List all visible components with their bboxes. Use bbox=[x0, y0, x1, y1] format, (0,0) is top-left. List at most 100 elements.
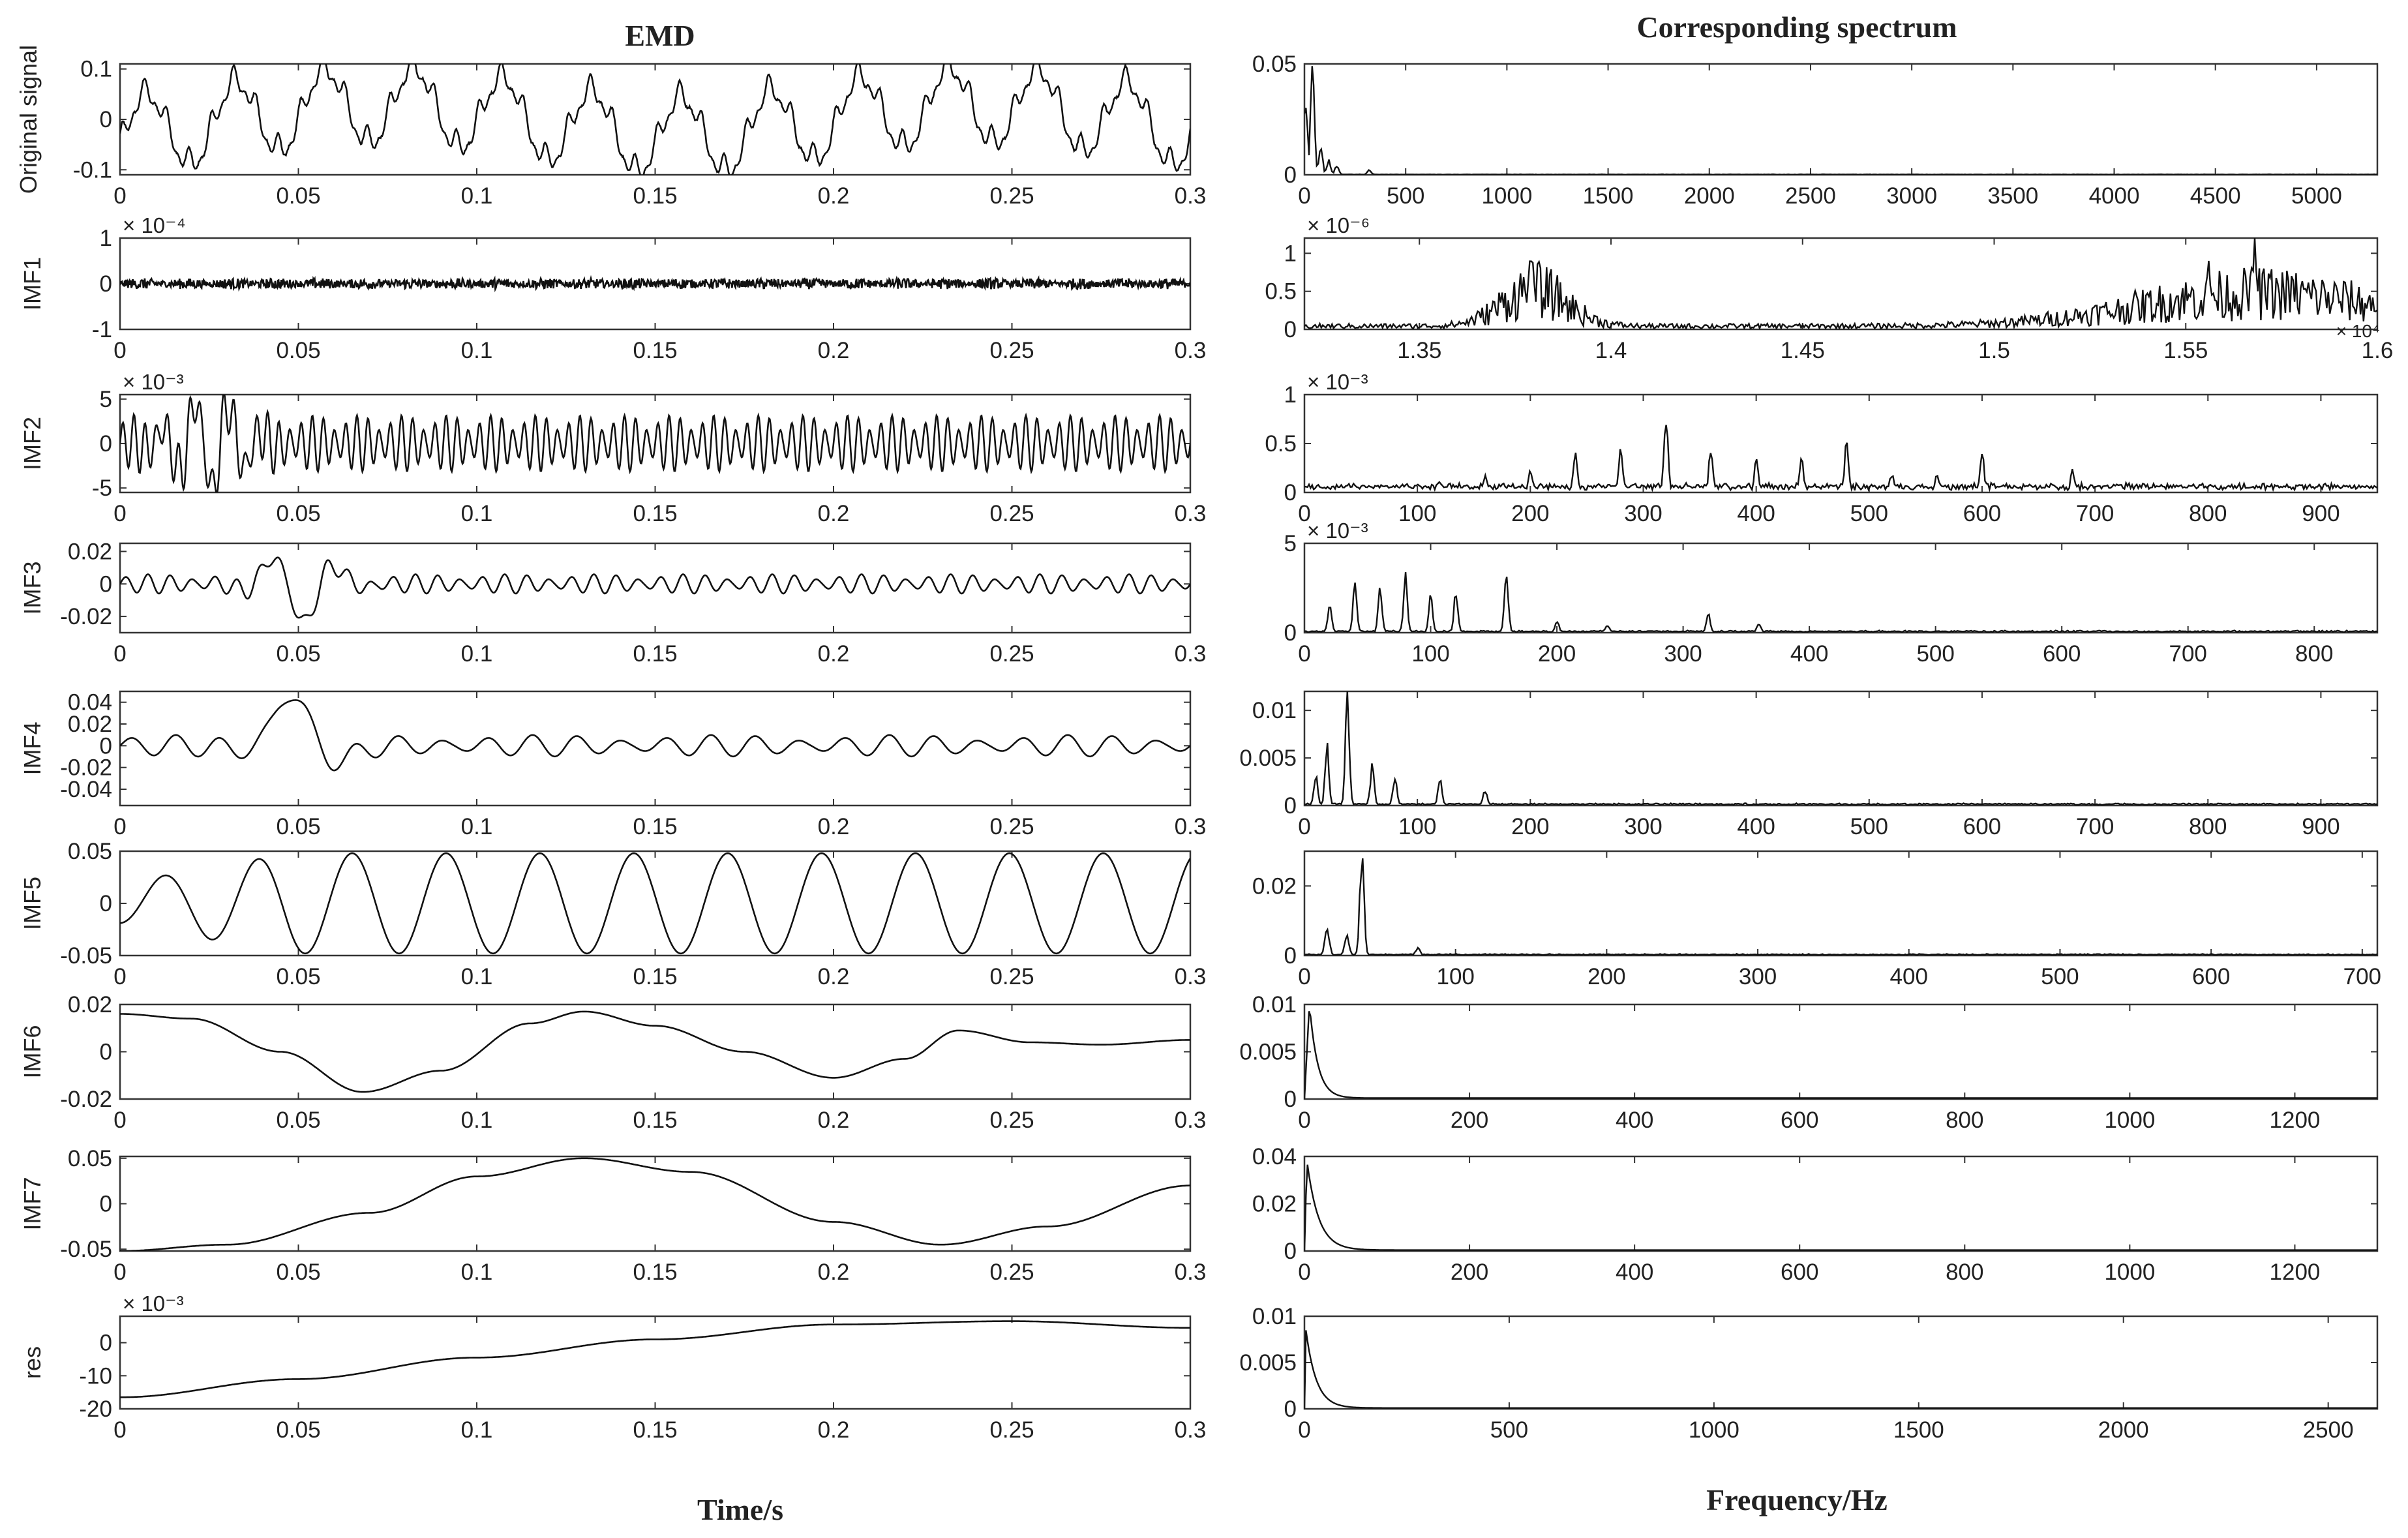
y-exponent-label: × 10⁻⁶ bbox=[1307, 213, 1370, 237]
x-tick-label: 800 bbox=[1946, 1108, 1983, 1133]
y-axis-label: IMF5 bbox=[19, 877, 46, 930]
x-tick-label: 0 bbox=[1298, 964, 1310, 989]
y-tick-label: 0.1 bbox=[80, 57, 112, 82]
y-tick-label: 0 bbox=[1284, 943, 1297, 969]
y-axis-label: IMF3 bbox=[19, 561, 46, 614]
x-tick-label: 0.25 bbox=[989, 183, 1034, 209]
x-tick-label: 1000 bbox=[2104, 1259, 2155, 1285]
x-tick-label: 0.15 bbox=[633, 1108, 677, 1133]
y-tick-label: 0.04 bbox=[68, 690, 112, 716]
y-tick-label: -10 bbox=[79, 1363, 112, 1389]
y-tick-label: 0 bbox=[100, 891, 112, 916]
x-tick-label: 0.1 bbox=[461, 501, 493, 526]
x-tick-label: 0.3 bbox=[1175, 1417, 1207, 1443]
x-tick-label: 0 bbox=[113, 814, 126, 839]
series-line bbox=[1304, 572, 2377, 633]
x-tick-label: 0 bbox=[113, 641, 126, 667]
y-tick-label: 0 bbox=[1284, 162, 1297, 188]
y-axis-label: IMF4 bbox=[19, 721, 46, 775]
x-tick-label: 700 bbox=[2076, 501, 2114, 526]
x-tick-label: 100 bbox=[1398, 814, 1436, 839]
x-tick-label: 600 bbox=[1781, 1259, 1818, 1285]
series-line bbox=[120, 64, 1190, 175]
y-tick-label: -0.02 bbox=[60, 1087, 112, 1112]
series-line bbox=[120, 852, 1190, 955]
x-tick-label: 0.1 bbox=[461, 1259, 493, 1285]
y-tick-label: -0.04 bbox=[60, 777, 112, 802]
x-tick-label: 2000 bbox=[2098, 1417, 2149, 1443]
axes-frame bbox=[1303, 63, 2379, 176]
y-tick-label: 1 bbox=[1284, 382, 1297, 408]
y-tick-label: 0 bbox=[1284, 620, 1297, 646]
x-tick-label: 0 bbox=[1298, 501, 1310, 526]
x-tick-label: 0.2 bbox=[818, 814, 850, 839]
axes-frame bbox=[1303, 850, 2379, 957]
x-tick-label: 0 bbox=[113, 964, 126, 989]
y-tick-label: 0.01 bbox=[1252, 698, 1297, 723]
y-tick-label: 0.01 bbox=[1252, 1304, 1297, 1329]
x-tick-label: 1.55 bbox=[2163, 338, 2208, 363]
series-line bbox=[120, 395, 1190, 492]
x-tick-label: 0.15 bbox=[633, 1417, 677, 1443]
y-exponent-label: × 10⁻³ bbox=[1307, 370, 1368, 394]
y-tick-label: 0 bbox=[1284, 1087, 1297, 1112]
x-tick-label: 0.1 bbox=[461, 1108, 493, 1133]
x-tick-label: 900 bbox=[2302, 814, 2340, 839]
x-tick-label: 300 bbox=[1739, 964, 1777, 989]
y-tick-label: 0 bbox=[1284, 1396, 1297, 1422]
x-tick-label: 100 bbox=[1411, 641, 1449, 667]
axes-frame bbox=[1303, 1315, 2379, 1410]
y-tick-label: 5 bbox=[100, 387, 112, 412]
x-tick-label: 0.05 bbox=[276, 641, 320, 667]
x-tick-label: 0.05 bbox=[276, 964, 320, 989]
x-tick-label: 0.25 bbox=[989, 338, 1034, 363]
x-tick-label: 700 bbox=[2169, 641, 2207, 667]
x-tick-label: 900 bbox=[2302, 501, 2340, 526]
x-tick-label: 2500 bbox=[1785, 183, 1836, 209]
y-tick-label: 0.005 bbox=[1239, 1040, 1297, 1065]
x-tick-label: 0.15 bbox=[633, 501, 677, 526]
x-tick-label: 0 bbox=[113, 1108, 126, 1133]
series-line bbox=[120, 1010, 1190, 1093]
x-tick-label: 700 bbox=[2076, 814, 2114, 839]
x-tick-label: 0 bbox=[113, 501, 126, 526]
y-axis-label: Original signal bbox=[15, 45, 42, 194]
x-tick-label: 1.5 bbox=[1978, 338, 2010, 363]
x-tick-label: 0.2 bbox=[818, 183, 850, 209]
y-tick-label: 0.02 bbox=[68, 539, 112, 564]
y-tick-label: -0.1 bbox=[73, 157, 112, 183]
y-tick-label: -1 bbox=[92, 317, 112, 342]
x-tick-label: 0.25 bbox=[989, 964, 1034, 989]
x-tick-label: 400 bbox=[1616, 1259, 1653, 1285]
y-axis-label: IMF6 bbox=[19, 1025, 46, 1078]
y-tick-label: -0.02 bbox=[60, 755, 112, 781]
x-tick-label: 500 bbox=[1490, 1417, 1528, 1443]
x-tick-label: 0.05 bbox=[276, 183, 320, 209]
y-tick-label: 1 bbox=[100, 226, 112, 251]
axes-frame bbox=[1303, 237, 2379, 331]
x-tick-label: 0.3 bbox=[1175, 338, 1207, 363]
x-tick-label: 0.25 bbox=[989, 501, 1034, 526]
y-exponent-label: × 10⁻⁴ bbox=[123, 213, 186, 237]
y-tick-label: 0 bbox=[100, 733, 112, 759]
x-exponent-label: × 10⁴ bbox=[2336, 321, 2380, 341]
x-tick-label: 0.15 bbox=[633, 1259, 677, 1285]
x-tick-label: 200 bbox=[1538, 641, 1576, 667]
x-tick-label: 0.3 bbox=[1175, 1108, 1207, 1133]
x-tick-label: 0.05 bbox=[276, 814, 320, 839]
series-line bbox=[1304, 425, 2377, 492]
x-tick-label: 0.1 bbox=[461, 964, 493, 989]
y-tick-label: 0.05 bbox=[1252, 52, 1297, 77]
axes-frame bbox=[119, 1003, 1192, 1100]
series-line bbox=[1304, 858, 2377, 956]
left-x-axis-label: Time/s bbox=[697, 1493, 783, 1526]
x-tick-label: 0 bbox=[1298, 1417, 1310, 1443]
subplot-spectrum-5: 0 100 200 300 400 500 600 700 0 0.02 bbox=[1252, 850, 2381, 989]
x-tick-label: 1.6 bbox=[2362, 338, 2394, 363]
x-tick-label: 300 bbox=[1624, 501, 1662, 526]
axes-frame bbox=[1303, 690, 2379, 807]
series-line bbox=[120, 556, 1190, 619]
x-tick-label: 600 bbox=[1963, 501, 2001, 526]
